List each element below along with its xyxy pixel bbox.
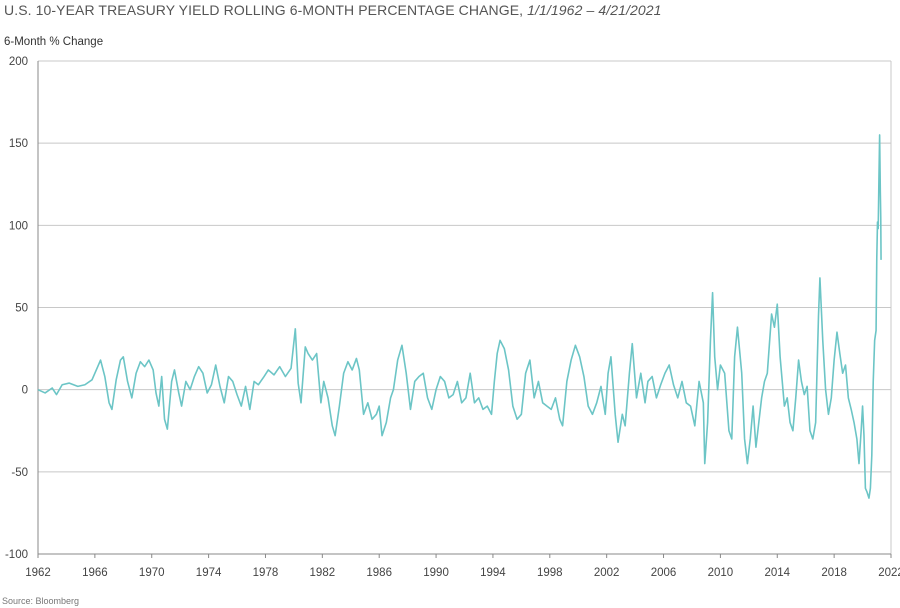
x-tick-label: 1962 [25,567,51,579]
y-axis-label: 6-Month % Change [4,36,104,48]
x-tick-label: 1982 [310,567,336,579]
chart-title-main: U.S. 10-YEAR TREASURY YIELD ROLLING 6-MO… [4,2,524,18]
x-tick-label: 1990 [423,567,449,579]
x-tick-label: 2006 [651,567,677,579]
y-tick-label: 0 [22,385,28,397]
x-tick-label: 2002 [594,567,620,579]
x-tick-label: 2018 [821,567,847,579]
x-tick-label: 1978 [253,567,279,579]
x-tick-label: 1994 [480,567,506,579]
y-tick-label: 50 [15,303,28,315]
series-group [37,134,882,499]
y-tick-labels: 200 150 100 50 0 -50 -100 [5,56,28,561]
chart-title: U.S. 10-YEAR TREASURY YIELD ROLLING 6-MO… [4,2,662,18]
x-tick-labels: 1962 1966 1970 1974 1978 1982 1986 1990 1994 1998… [25,554,900,579]
x-tick-label: 2022 [878,567,900,579]
plot-frame [37,61,892,555]
x-tick-label: 1974 [196,567,222,579]
gridlines [38,60,891,555]
y-tick-label: -50 [11,467,28,479]
source-note: Source: Bloomberg [2,596,80,606]
x-tick-label: 1970 [139,567,165,579]
y-tick-label: 100 [9,220,28,232]
y-tick-label: 200 [9,56,28,68]
x-tick-label: 2014 [764,567,790,579]
x-tick-label: 1986 [366,567,392,579]
y-tick-label: 150 [9,138,28,150]
x-tick-label: 1966 [82,567,108,579]
x-tick-label: 1998 [537,567,563,579]
x-tick-label: 2010 [708,567,734,579]
chart-title-span: 1/1/1962 – 4/21/2021 [527,2,662,18]
series-line [37,134,882,499]
y-tick-label: -100 [5,549,28,561]
